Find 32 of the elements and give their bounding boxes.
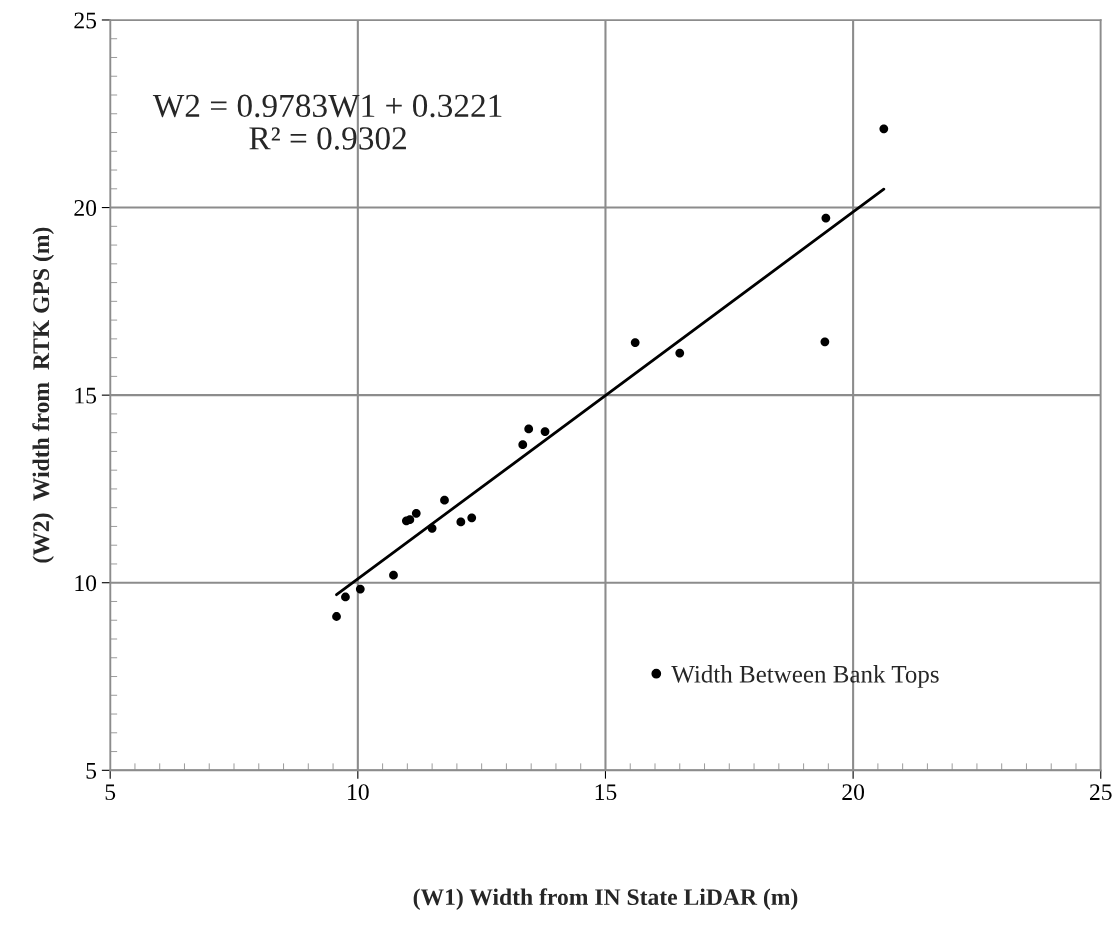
point [675,348,685,358]
point [332,612,341,621]
x-tick-label: 10 [348,784,369,801]
point [411,508,421,518]
point [518,440,528,450]
x-tick-label: 20 [842,784,865,801]
point [341,592,350,602]
x-tick-label: 25 [1089,784,1112,801]
point [405,515,415,525]
y-tick-label: 15 [75,387,97,404]
point [820,337,830,347]
x-tick-label: 5 [105,784,116,801]
legend-label: Width Between Bank Tops [671,665,939,688]
y-axis-title: (W2) Width from RTK GPS (m) [32,227,54,563]
point [389,570,398,580]
point [879,124,889,134]
annotation: W2 = 0.9783W1 + 0.3221 R² = 0.9302 [152,94,502,150]
y-tick-label: 25 [74,12,97,29]
point [467,513,477,523]
point [524,424,534,434]
point [540,427,550,436]
point [821,213,831,223]
point [427,523,437,533]
y-tick-label: 20 [74,200,97,216]
point [630,338,640,348]
x-tick-label: 15 [595,784,617,801]
point [355,584,365,594]
point [440,495,449,505]
point [456,517,466,527]
y-tick-label: 5 [86,763,97,779]
x-axis-title: (W1) Width from IN State LiDAR (m) [413,888,798,910]
y-tick-label: 10 [75,575,97,592]
